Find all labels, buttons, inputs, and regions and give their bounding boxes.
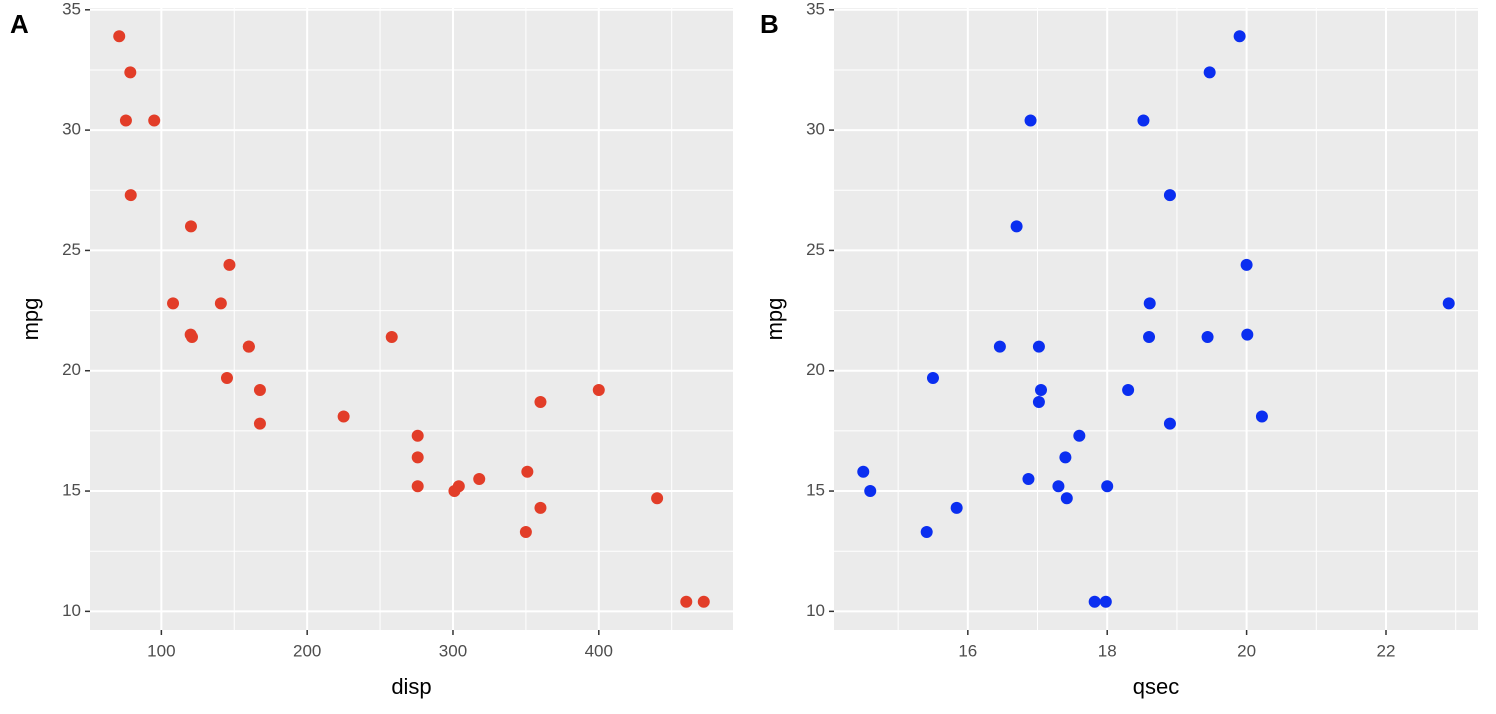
point xyxy=(1442,297,1455,310)
point xyxy=(1233,30,1246,43)
point xyxy=(1255,410,1268,423)
point xyxy=(1122,383,1135,396)
y-tick-label: 15 xyxy=(62,481,81,500)
point xyxy=(1035,383,1047,396)
point xyxy=(113,30,126,43)
point xyxy=(1022,473,1035,486)
point xyxy=(697,595,710,608)
y-axis-title: mpg xyxy=(762,298,787,341)
x-tick-label: 100 xyxy=(147,641,175,660)
point xyxy=(1032,396,1045,409)
point xyxy=(185,331,198,344)
x-tick-label: 18 xyxy=(1098,641,1117,660)
point xyxy=(253,417,266,430)
x-tick-label: 300 xyxy=(439,641,467,660)
point xyxy=(1201,331,1214,344)
point xyxy=(1143,297,1156,310)
point xyxy=(1163,189,1176,202)
point xyxy=(473,473,486,486)
point xyxy=(521,465,534,478)
y-tick-label: 25 xyxy=(806,240,825,259)
point xyxy=(1099,595,1112,608)
point xyxy=(1059,451,1072,464)
point xyxy=(926,371,939,384)
point xyxy=(1163,417,1176,430)
point xyxy=(385,331,398,344)
point xyxy=(1203,66,1216,79)
point xyxy=(220,371,233,384)
point xyxy=(1137,114,1150,127)
y-tick-label: 20 xyxy=(806,360,825,379)
point xyxy=(534,501,547,514)
y-tick-label: 30 xyxy=(62,120,81,139)
y-tick-label: 30 xyxy=(806,120,825,139)
x-tick-label: 22 xyxy=(1377,641,1396,660)
point xyxy=(651,492,664,505)
point xyxy=(411,480,424,493)
plot-background xyxy=(90,8,733,630)
point xyxy=(1088,595,1101,608)
point xyxy=(592,383,605,396)
y-tick-label: 35 xyxy=(62,0,81,18)
x-tick-label: 16 xyxy=(958,641,977,660)
y-axis-title: mpg xyxy=(18,298,43,341)
x-tick-label: 400 xyxy=(585,641,613,660)
point xyxy=(214,297,227,310)
panel-tag: A xyxy=(10,9,29,39)
point xyxy=(534,396,547,409)
x-axis-title: disp xyxy=(391,674,431,699)
point xyxy=(680,595,693,608)
point xyxy=(223,258,236,271)
point xyxy=(1024,114,1037,127)
point xyxy=(411,451,424,464)
point xyxy=(993,340,1006,353)
point xyxy=(148,114,161,127)
point xyxy=(864,485,877,498)
point xyxy=(519,525,532,538)
point xyxy=(184,220,197,233)
y-tick-label: 10 xyxy=(62,601,81,620)
x-axis-title: qsec xyxy=(1133,674,1179,699)
point xyxy=(124,189,137,202)
y-tick-label: 10 xyxy=(806,601,825,620)
point xyxy=(1010,220,1023,233)
point xyxy=(857,465,870,478)
point xyxy=(124,66,137,79)
plot-background xyxy=(834,8,1478,630)
y-tick-label: 25 xyxy=(62,240,81,259)
y-tick-label: 20 xyxy=(62,360,81,379)
point xyxy=(1101,480,1114,493)
y-tick-label: 35 xyxy=(806,0,825,18)
point xyxy=(253,383,266,396)
x-tick-label: 20 xyxy=(1237,641,1256,660)
point xyxy=(950,501,963,514)
point xyxy=(1240,258,1253,271)
point xyxy=(167,297,180,310)
point xyxy=(1073,429,1086,442)
point xyxy=(119,114,132,127)
x-tick-label: 200 xyxy=(293,641,321,660)
point xyxy=(1060,492,1073,505)
point xyxy=(242,340,255,353)
point xyxy=(448,485,461,498)
y-tick-label: 15 xyxy=(806,481,825,500)
point xyxy=(1143,331,1156,344)
point xyxy=(411,429,424,442)
panel-tag: B xyxy=(760,9,779,39)
point xyxy=(1241,328,1254,341)
point xyxy=(1032,340,1045,353)
point xyxy=(920,525,933,538)
point xyxy=(337,410,350,423)
point xyxy=(1052,480,1065,493)
